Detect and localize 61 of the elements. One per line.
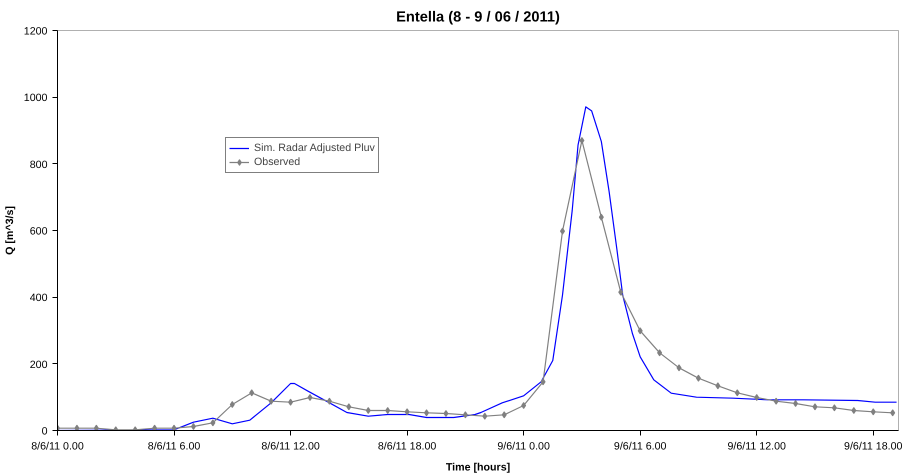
point [190,423,196,430]
point [793,400,798,407]
point [288,398,294,406]
point [326,398,332,405]
point [657,349,662,356]
y-tick-label: 1000 [24,92,48,104]
point [210,419,216,426]
point [443,410,448,417]
point [754,394,760,401]
chart-title: Entella (8 - 9 / 06 / 2011) [396,10,560,26]
point [560,228,565,235]
point [540,378,546,386]
point [774,398,779,405]
point [851,407,856,414]
point [346,403,352,410]
x-tick-label: 8/6/11 6.00 [148,440,200,452]
y-tick-label: 200 [30,358,48,371]
y-tick-label: 0 [42,426,48,438]
point [152,424,158,430]
point [404,408,410,416]
point [832,404,837,412]
point [734,389,740,396]
y-tick-label: 400 [30,292,48,304]
point [502,411,507,418]
point [870,408,876,416]
point [598,214,604,221]
x-tick-label: 9/6/11 6.00 [614,440,667,452]
legend-label: Sim. Radar Adjusted Pluv [254,141,375,155]
point [307,394,312,401]
point [715,382,720,390]
point [172,424,177,430]
point [579,137,584,144]
x-tick-label: 9/6/11 0.00 [497,440,550,452]
point [618,288,624,296]
point [366,407,371,414]
y-tick-label: 600 [30,226,48,238]
x-tick-label: 8/6/11 18.00 [378,440,436,452]
x-tick-label: 9/6/11 12.00 [727,440,786,452]
point [268,398,274,405]
legend-label: Observed [254,155,300,169]
point [424,409,430,416]
point [676,364,682,372]
point [385,407,390,414]
point [812,403,818,410]
point [521,402,526,409]
y-tick-label: 1200 [24,26,48,38]
point [462,411,468,418]
point [696,374,701,382]
point [74,424,80,430]
point [482,412,488,420]
point [94,424,99,430]
point [249,389,254,396]
y-axis-title: Q [m^3/s] [4,206,16,255]
x-tick-label: 9/6/11 18.00 [844,440,903,452]
point [638,327,643,334]
x-tick-label: 8/6/11 12.00 [261,440,320,452]
point [230,401,235,408]
x-axis-title: Time [hours] [446,462,510,474]
x-tick-label: 8/6/11 0.00 [31,440,84,452]
point [890,409,896,416]
y-tick-label: 800 [30,158,48,171]
